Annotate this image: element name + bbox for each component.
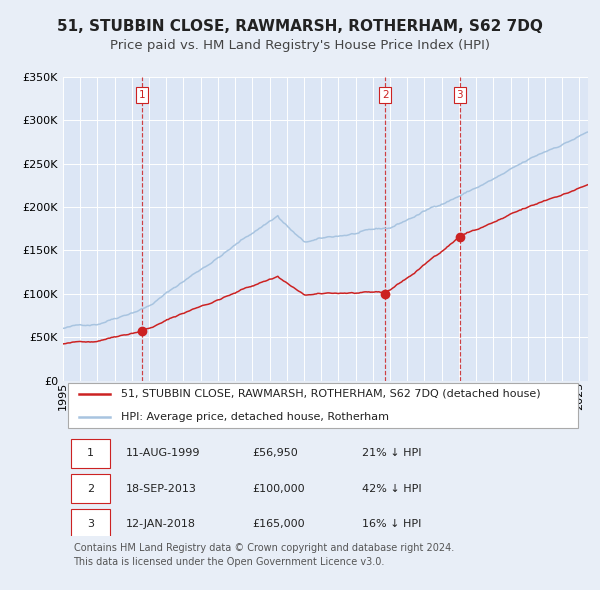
Text: 2: 2 — [87, 484, 94, 494]
Text: Contains HM Land Registry data © Crown copyright and database right 2024.
This d: Contains HM Land Registry data © Crown c… — [74, 543, 454, 566]
Text: £165,000: £165,000 — [252, 519, 305, 529]
Text: 18-SEP-2013: 18-SEP-2013 — [126, 484, 197, 494]
Text: HPI: Average price, detached house, Rotherham: HPI: Average price, detached house, Roth… — [121, 412, 389, 422]
Text: 51, STUBBIN CLOSE, RAWMARSH, ROTHERHAM, S62 7DQ: 51, STUBBIN CLOSE, RAWMARSH, ROTHERHAM, … — [57, 19, 543, 34]
Text: £56,950: £56,950 — [252, 448, 298, 458]
Text: 16% ↓ HPI: 16% ↓ HPI — [362, 519, 422, 529]
FancyBboxPatch shape — [68, 382, 577, 428]
Text: 11-AUG-1999: 11-AUG-1999 — [126, 448, 200, 458]
Text: 3: 3 — [456, 90, 463, 100]
Text: 42% ↓ HPI: 42% ↓ HPI — [362, 484, 422, 494]
FancyBboxPatch shape — [71, 474, 110, 503]
Text: 3: 3 — [87, 519, 94, 529]
Text: Price paid vs. HM Land Registry's House Price Index (HPI): Price paid vs. HM Land Registry's House … — [110, 39, 490, 52]
FancyBboxPatch shape — [71, 439, 110, 468]
Text: 1: 1 — [139, 90, 146, 100]
Text: 1: 1 — [87, 448, 94, 458]
Text: 2: 2 — [382, 90, 389, 100]
Text: 21% ↓ HPI: 21% ↓ HPI — [362, 448, 422, 458]
Text: £100,000: £100,000 — [252, 484, 305, 494]
Text: 12-JAN-2018: 12-JAN-2018 — [126, 519, 196, 529]
FancyBboxPatch shape — [71, 509, 110, 538]
Text: 51, STUBBIN CLOSE, RAWMARSH, ROTHERHAM, S62 7DQ (detached house): 51, STUBBIN CLOSE, RAWMARSH, ROTHERHAM, … — [121, 389, 541, 399]
